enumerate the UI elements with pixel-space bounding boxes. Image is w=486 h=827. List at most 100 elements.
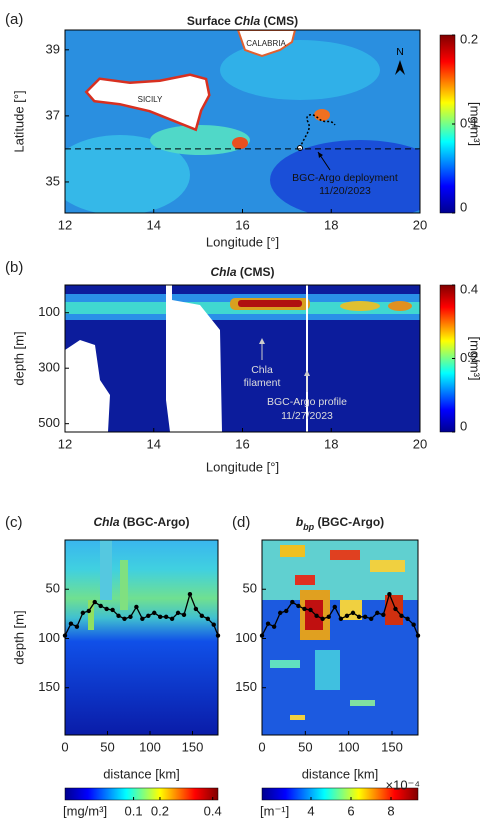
depth-point [116,613,121,619]
depth-point [314,613,319,619]
x-tick-label: 16 [235,217,249,232]
colorbar-label: [mg/m³] [468,102,483,146]
panel-label: (d) [232,514,250,531]
depth-point [199,613,205,619]
depth-point [320,616,325,621]
depth-point [98,603,103,609]
depth-point [369,616,374,621]
x-tick-label: 100 [139,739,161,754]
title-part: (CMS) [260,14,298,28]
colorbar-tick-label: 6 [347,803,354,818]
depth-point [375,610,380,616]
panel-title: Chla (CMS) [210,265,274,279]
colorbar-label: [mg/m³] [468,336,483,380]
annotation: BGC-Argo profile [267,396,347,408]
depth-point [134,604,139,610]
depth-point [181,612,187,618]
x-axis-label: Longitude [°] [206,234,279,249]
panel-label: (b) [5,259,23,276]
y-axis-label: Latitude [°] [11,90,26,152]
x-tick-label: 20 [413,436,427,451]
depth-point [211,622,216,627]
depth-point [296,603,301,609]
colorbar-tick-label: 0 [460,199,467,214]
y-tick-label: 39 [46,41,60,56]
depth-point [193,606,199,612]
title-part: (BGC-Argo) [120,515,190,529]
depth-point [128,614,133,620]
x-tick-label: 50 [298,739,312,754]
x-tick-label: 150 [182,739,204,754]
depth-point [187,591,193,597]
depth-point [356,614,362,620]
title-part: Chla [94,515,120,529]
x-tick-label: 150 [381,739,403,754]
depth-point [326,614,331,620]
title-part: (CMS) [237,265,275,279]
y-tick-label: 100 [235,630,257,645]
colorbar [64,787,219,801]
profile-field-c [65,540,218,735]
section-field [65,285,420,432]
annotation: 11/27/2023 [281,410,333,422]
colorbar-tick-label: 0.2 [460,31,478,46]
colorbar-label: [mg/m³] [63,803,107,818]
depth-point [205,616,210,621]
y-tick-label: 37 [46,107,60,122]
annotation: SICILY [138,95,163,104]
depth-point [169,616,175,621]
colorbar-tick-label: 0.2 [460,350,478,365]
colorbar-tick-label: 0.1 [125,803,143,818]
annotation: filament [244,377,281,389]
panel-label: (c) [5,514,23,531]
x-tick-label: 16 [235,436,249,451]
x-tick-label: 12 [58,217,72,232]
y-tick-label: 50 [243,581,257,596]
depth-point [344,613,350,619]
y-tick-label: 150 [235,679,257,694]
title-part: (BGC-Argo) [314,515,384,529]
depth-point [80,610,86,616]
depth-point [74,624,80,629]
depth-point [110,607,115,613]
panel-title: bbp (BGC-Argo) [296,515,384,532]
annotation: 11/20/2023 [319,185,371,197]
depth-point [290,599,295,605]
profile-field-d [262,540,418,735]
panel-title: Surface Chla (CMS) [187,14,298,28]
colorbar-tick-label: 0.4 [204,803,222,818]
x-tick-label: 100 [338,739,360,754]
depth-point [302,606,307,612]
colorbar-exponent: ×10⁻⁴ [386,777,421,792]
depth-point [387,591,392,597]
depth-point [350,610,356,616]
depth-point [62,633,68,638]
depth-point [284,608,289,614]
depth-point [146,613,151,619]
x-tick-label: 0 [61,739,68,754]
title-part: Chla [234,14,260,28]
depth-point [271,624,277,629]
y-tick-label: 150 [38,679,60,694]
depth-point [86,608,92,614]
y-axis-label: depth [m] [11,610,26,664]
annotation: N [396,46,404,58]
x-tick-label: 20 [413,217,427,232]
y-axis-label: depth [m] [11,331,26,385]
depth-point [152,610,157,616]
title-part: bp [303,522,314,532]
depth-point [265,621,271,626]
depth-point [68,621,74,626]
depth-point [215,633,221,638]
title-part: Chla [210,265,236,279]
x-tick-label: 12 [58,436,72,451]
depth-point [259,633,265,638]
y-tick-label: 500 [38,415,60,430]
y-tick-label: 50 [46,581,60,596]
colorbar-tick-label: 0.2 [151,803,169,818]
map-field [65,30,420,213]
x-axis-label: distance [km] [302,766,379,781]
x-axis-label: distance [km] [103,766,180,781]
x-tick-label: 14 [147,217,161,232]
